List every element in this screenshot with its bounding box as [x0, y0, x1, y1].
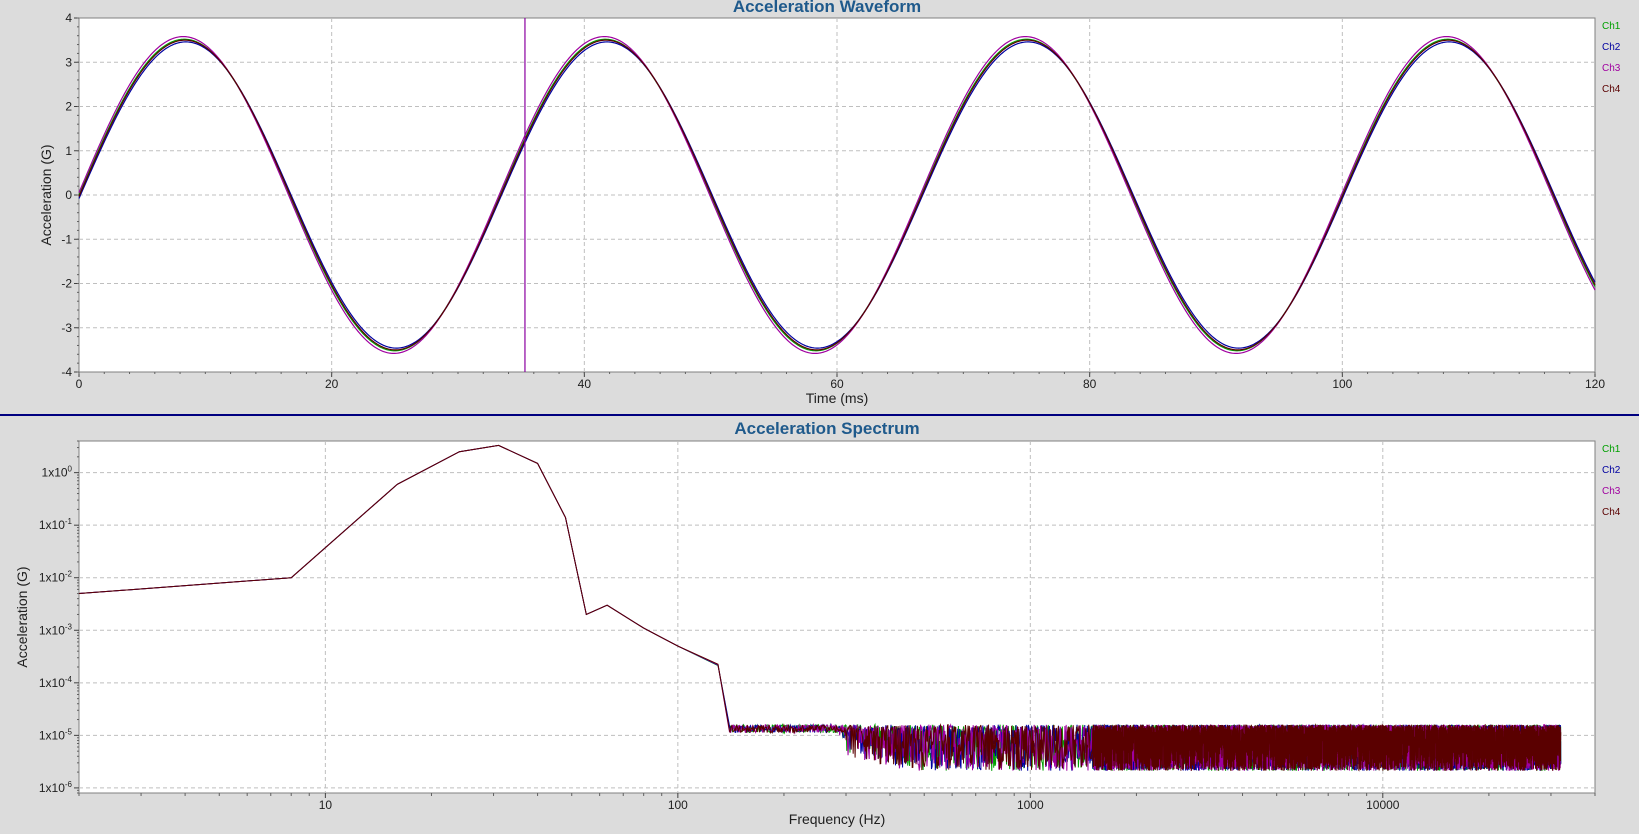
spectrum-legend-ch1: Ch1: [1602, 444, 1621, 455]
spectrum-x-axis-title: Frequency (Hz): [789, 811, 885, 827]
spectrum-y-tick-mantissa: 1x10: [42, 466, 68, 480]
waveform-y-tick-label: -4: [61, 365, 72, 379]
spectrum-y-tick-exponent: -4: [65, 675, 73, 684]
waveform-y-tick-label: -1: [61, 232, 72, 246]
waveform-chart: Acceleration Waveform 4 3 2 1 0 -1 -2 -3 -4 0 20 4…: [38, 0, 1621, 406]
spectrum-x-tick-label: 10: [319, 798, 333, 812]
spectrum-y-tick-label: 1x10-3: [39, 622, 73, 637]
spectrum-x-tick-labels: 10 100 1000 10000: [319, 798, 1400, 812]
spectrum-x-tick-label: 1000: [1017, 798, 1044, 812]
spectrum-y-tick-mantissa: 1x10: [39, 623, 65, 637]
spectrum-legend-ch4: Ch4: [1602, 507, 1621, 518]
waveform-x-tick-labels: 0 20 40 60 80 100 120: [76, 377, 1606, 391]
spectrum-y-tick-mantissa: 1x10: [39, 781, 65, 795]
spectrum-y-tick-label: 1x10-5: [39, 727, 73, 742]
waveform-x-tick-label: 120: [1585, 377, 1605, 391]
waveform-x-tick-label: 80: [1083, 377, 1097, 391]
waveform-title: Acceleration Waveform: [733, 0, 921, 16]
waveform-legend: Ch1 Ch2 Ch3 Ch4: [1602, 21, 1621, 95]
waveform-legend-ch3: Ch3: [1602, 63, 1621, 74]
waveform-x-tick-label: 0: [76, 377, 83, 391]
waveform-y-tick-label: 2: [65, 100, 72, 114]
spectrum-x-tick-label: 100: [668, 798, 688, 812]
waveform-y-tick-label: -2: [61, 277, 72, 291]
spectrum-y-tick-label: 1x100: [42, 465, 73, 480]
spectrum-x-tick-label: 10000: [1366, 798, 1400, 812]
spectrum-legend-ch2: Ch2: [1602, 465, 1621, 476]
waveform-legend-ch2: Ch2: [1602, 42, 1621, 53]
spectrum-legend-ch3: Ch3: [1602, 486, 1621, 497]
spectrum-y-axis-title: Acceleration (G): [14, 566, 30, 667]
waveform-x-tick-label: 100: [1332, 377, 1352, 391]
waveform-ticks: [74, 17, 1596, 377]
waveform-x-tick-label: 60: [830, 377, 844, 391]
spectrum-y-tick-label: 1x10-4: [39, 675, 73, 690]
waveform-y-tick-label: 1: [65, 144, 72, 158]
spectrum-y-tick-mantissa: 1x10: [39, 728, 65, 742]
spectrum-y-tick-mantissa: 1x10: [39, 676, 65, 690]
spectrum-y-tick-label: 1x10-6: [39, 780, 73, 795]
spectrum-ticks: [74, 440, 1596, 798]
waveform-y-tick-label: 3: [65, 55, 72, 69]
waveform-series-ch3: [78, 35, 1596, 355]
spectrum-y-tick-exponent: -2: [65, 570, 73, 579]
spectrum-title: Acceleration Spectrum: [734, 419, 919, 438]
waveform-y-tick-label: -3: [61, 321, 72, 335]
waveform-y-axis-title: Acceleration (G): [38, 144, 54, 245]
waveform-x-tick-label: 20: [325, 377, 339, 391]
waveform-grid: [79, 18, 1595, 372]
spectrum-series-ch4: [78, 444, 1562, 772]
spectrum-grid: [79, 441, 1595, 793]
waveform-series: [78, 35, 1596, 355]
waveform-series-ch2: [78, 41, 1596, 349]
waveform-y-tick-label: 4: [65, 11, 72, 25]
spectrum-y-tick-mantissa: 1x10: [39, 571, 65, 585]
spectrum-y-tick-exponent: -3: [65, 622, 73, 631]
waveform-legend-ch1: Ch1: [1602, 21, 1621, 32]
waveform-y-tick-label: 0: [65, 188, 72, 202]
spectrum-legend: Ch1 Ch2 Ch3 Ch4: [1602, 444, 1621, 518]
waveform-x-tick-label: 40: [578, 377, 592, 391]
waveform-y-tick-labels: 4 3 2 1 0 -1 -2 -3 -4: [61, 11, 72, 379]
spectrum-series: [78, 444, 1562, 772]
spectrum-y-tick-exponent: -1: [65, 517, 73, 526]
spectrum-y-tick-labels: 1x1001x10-11x10-21x10-31x10-41x10-51x10-…: [39, 465, 73, 795]
spectrum-y-tick-label: 1x10-2: [39, 570, 73, 585]
waveform-x-axis-title: Time (ms): [806, 390, 868, 406]
waveform-series-ch4: [78, 39, 1596, 351]
spectrum-y-tick-label: 1x10-1: [39, 517, 73, 532]
spectrum-y-tick-exponent: -5: [65, 727, 73, 736]
spectrum-y-tick-mantissa: 1x10: [39, 518, 65, 532]
waveform-legend-ch4: Ch4: [1602, 84, 1621, 95]
spectrum-chart: Acceleration Spectrum 1x1001x10-11x10-21…: [14, 419, 1621, 827]
spectrum-y-tick-exponent: -6: [65, 780, 73, 789]
spectrum-y-tick-exponent: 0: [68, 465, 73, 474]
